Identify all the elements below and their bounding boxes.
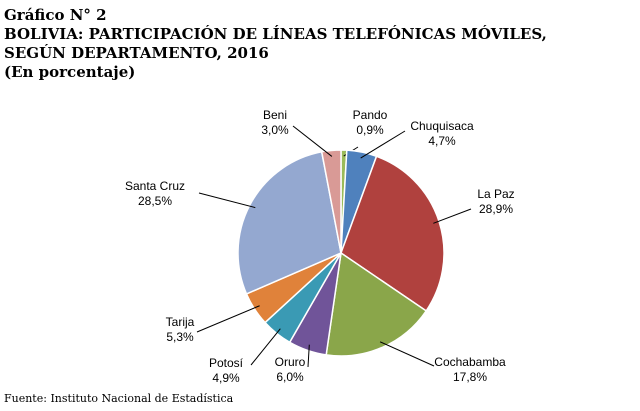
leader-line xyxy=(250,328,281,366)
chart-title-line-2: SEGÚN DEPARTAMENTO, 2016 xyxy=(4,44,269,62)
figure-number: Gráfico N° 2 xyxy=(4,6,107,24)
leader-line xyxy=(433,208,472,224)
leader-line xyxy=(360,130,406,159)
leader-line xyxy=(292,125,333,157)
slice-label: Santa Cruz xyxy=(125,179,185,193)
slice-value-label: 3,0% xyxy=(261,123,289,137)
slice-label: Potosí xyxy=(209,356,244,370)
pie-slice-cochabamba xyxy=(325,251,428,357)
leader-line xyxy=(196,305,260,333)
slice-value-label: 28,5% xyxy=(138,194,172,208)
slice-label: Pando xyxy=(353,108,388,122)
slice-label: Tarija xyxy=(166,315,195,329)
slice-value-label: 28,9% xyxy=(479,202,513,216)
source-note: Fuente: Instituto Nacional de Estadístic… xyxy=(4,392,234,405)
chart-title-line-1: BOLIVIA: PARTICIPACIÓN DE LÍNEAS TELEFÓN… xyxy=(4,25,547,43)
slice-value-label: 4,9% xyxy=(212,371,240,385)
slice-label: Oruro xyxy=(275,355,306,369)
leader-line xyxy=(198,192,256,209)
chart-subtitle: (En porcentaje) xyxy=(4,63,136,81)
slice-label: Beni xyxy=(263,108,287,122)
pie-slice-beni xyxy=(320,149,342,254)
pie-slice-santa-cruz xyxy=(237,150,342,295)
slice-label: Cochabamba xyxy=(434,355,506,369)
slice-value-label: 17,8% xyxy=(453,370,487,384)
leader-line xyxy=(307,344,310,368)
slice-value-label: 6,0% xyxy=(276,370,304,384)
slice-value-label: 0,9% xyxy=(356,123,384,137)
slice-value-label: 4,7% xyxy=(428,134,456,148)
slice-value-label: 5,3% xyxy=(166,330,194,344)
title-block: Gráfico N° 2 BOLIVIA: PARTICIPACIÓN DE L… xyxy=(4,6,547,82)
slice-label: Chuquisaca xyxy=(410,119,474,133)
leader-line xyxy=(379,341,435,367)
slice-label: La Paz xyxy=(477,187,514,201)
